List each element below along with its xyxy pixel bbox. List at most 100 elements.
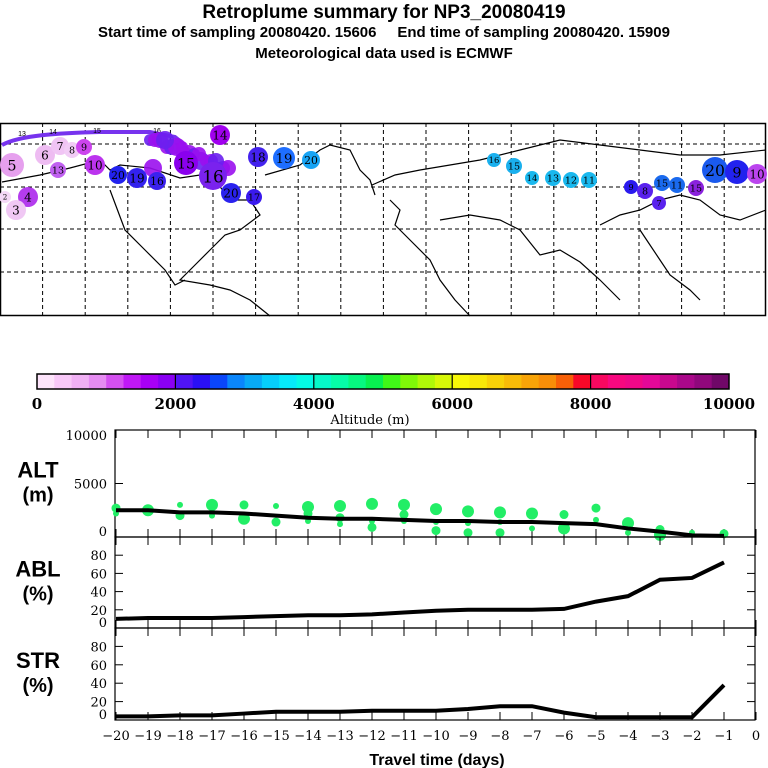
map-marker-label: 7: [57, 140, 64, 153]
map-marker-dot: [248, 147, 268, 167]
colorbar-swatch: [486, 374, 505, 389]
coastline: [109, 189, 186, 286]
altitude-scatter-point: [625, 529, 631, 536]
colorbar-title: Altitude (m): [329, 413, 409, 428]
altitude-scatter-point: [334, 499, 346, 512]
trajectory-track: [1, 130, 187, 147]
colorbar-swatch: [192, 374, 211, 389]
track-label: 15: [93, 128, 101, 135]
x-tick-label: −15: [262, 729, 289, 744]
map-marker-label: 3: [12, 204, 20, 218]
map-marker-dot: [109, 166, 127, 184]
colorbar-swatch: [590, 374, 609, 389]
colorbar-frame: [36, 373, 730, 390]
altitude-scatter-point: [238, 512, 250, 525]
map-marker-dot: [18, 187, 38, 207]
map-marker: 7: [652, 196, 666, 210]
altitude-scatter-point: [591, 503, 601, 513]
y-axis-label: STR: [16, 648, 60, 673]
y-tick-label: 20: [90, 604, 107, 619]
map-marker: 16: [199, 162, 227, 190]
altitude-scatter-point: [558, 522, 570, 535]
x-tick-label: −1: [714, 729, 733, 744]
map-marker-label: 16: [202, 166, 223, 186]
map-marker: 2: [0, 191, 11, 203]
colorbar-swatch: [37, 374, 55, 389]
colorbar-swatch: [210, 374, 228, 389]
map-marker-label: 14: [212, 129, 228, 143]
map-marker: 11: [581, 172, 597, 188]
altitude-scatter-point: [366, 497, 378, 510]
map-marker: 15: [506, 158, 522, 174]
colorbar-swatch: [625, 374, 643, 389]
map-marker: 9: [725, 160, 749, 184]
track-label: 14: [49, 129, 57, 136]
altitude-scatter-point: [302, 501, 314, 514]
altitude-scatter-point: [399, 510, 409, 520]
map-marker: 10: [747, 164, 767, 184]
colorbar-swatch: [227, 374, 246, 389]
map-marker-dot: [525, 171, 539, 185]
colorbar-tick-label: 0: [32, 395, 42, 413]
map-marker-label: 11: [671, 181, 683, 192]
map-marker: 12: [563, 172, 579, 188]
coastline: [599, 194, 767, 226]
x-tick-label: −7: [522, 729, 541, 744]
x-tick-label: −10: [422, 729, 449, 744]
altitude-scatter-point: [337, 521, 343, 528]
series-line-abl: [115, 560, 725, 621]
colorbar-swatch: [106, 374, 124, 389]
map-marker-dot: [624, 180, 638, 194]
map-marker-label: 15: [508, 162, 520, 173]
map-frame: [0, 122, 767, 317]
map-marker-label: 15: [690, 184, 702, 195]
map-marker-label: 9: [628, 182, 633, 192]
colorbar-tick-label: 2000: [155, 395, 197, 413]
colorbar-swatch: [400, 374, 419, 389]
map-marker-dot: [302, 151, 320, 169]
map-marker: 20: [702, 157, 728, 183]
map-marker: 16: [148, 172, 166, 190]
map-marker-label: 13: [547, 174, 559, 185]
map-marker-label: 20: [111, 169, 125, 182]
x-tick-label: −9: [458, 729, 477, 744]
coastline: [439, 214, 621, 301]
y-axis-label: (%): [22, 675, 53, 697]
map-marker-label: 2: [3, 193, 8, 202]
colorbar-tick-label: 4000: [293, 395, 335, 413]
met-data-line: Meteorological data used is ECMWF: [255, 45, 513, 62]
map-marker: 13: [50, 162, 66, 178]
x-axis-label: Travel time (days): [369, 752, 504, 768]
colorbar-swatch: [573, 374, 592, 389]
track-label: 13: [18, 131, 26, 138]
map-marker: 18: [248, 147, 268, 167]
altitude-scatter-point: [495, 528, 505, 538]
map-marker-label: 15: [656, 179, 668, 190]
map-marker-dot: [176, 141, 188, 153]
y-tick-label: 5000: [74, 478, 107, 493]
panel-alt: 0 5000 10000 ALT(m): [17, 429, 757, 541]
colorbar-swatch: [244, 374, 263, 389]
map-marker: 13: [545, 170, 561, 186]
map-marker-label: 20: [223, 187, 238, 201]
map-marker-label: 7: [656, 198, 661, 208]
colorbar-swatch: [642, 374, 661, 389]
map-marker-label: 19: [276, 152, 293, 167]
colorbar-swatch: [607, 374, 626, 389]
map-marker-dot: [76, 139, 92, 155]
colorbar-tick-label: 8000: [570, 395, 612, 413]
altitude-scatter-point: [273, 502, 279, 509]
map-marker-dot: [273, 147, 295, 169]
colorbar-swatch: [711, 374, 730, 389]
map-marker: 4: [18, 187, 38, 207]
series-line-alt: [116, 508, 725, 538]
map-marker-dot: [702, 157, 728, 183]
colorbar-tick-label: 10000: [703, 395, 755, 413]
map-marker-dot: [545, 170, 561, 186]
map-marker: 14: [525, 171, 539, 185]
altitude-scatter-point: [367, 522, 377, 532]
x-tick-label: −5: [586, 729, 605, 744]
map-marker: 20: [109, 166, 127, 184]
altitude-scatter-point: [177, 501, 183, 508]
